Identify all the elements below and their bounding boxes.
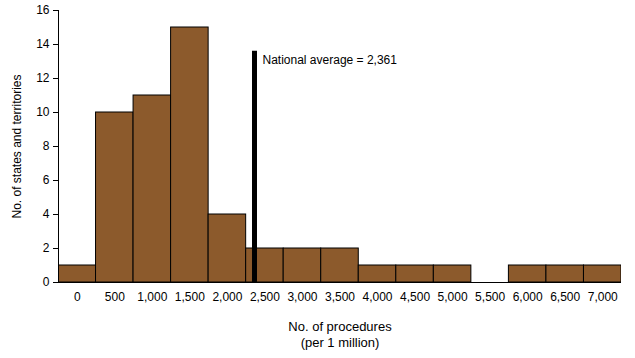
svg-text:6: 6 <box>43 173 50 187</box>
svg-text:3,500: 3,500 <box>325 290 355 304</box>
svg-text:No. of procedures(per 1 millio: No. of procedures(per 1 million) <box>288 318 392 350</box>
svg-text:16: 16 <box>36 3 50 17</box>
svg-text:1,000: 1,000 <box>137 290 167 304</box>
svg-text:8: 8 <box>43 139 50 153</box>
svg-text:5,500: 5,500 <box>475 290 505 304</box>
svg-text:National average = 2,361: National average = 2,361 <box>262 53 397 67</box>
svg-text:No. of states and territories: No. of states and territories <box>10 74 24 218</box>
svg-text:10: 10 <box>36 105 50 119</box>
svg-text:14: 14 <box>36 37 50 51</box>
svg-text:2,000: 2,000 <box>212 290 242 304</box>
svg-text:6,500: 6,500 <box>550 290 580 304</box>
svg-text:4: 4 <box>43 207 50 221</box>
svg-text:12: 12 <box>36 71 50 85</box>
svg-text:5,000: 5,000 <box>438 290 468 304</box>
svg-text:7,000: 7,000 <box>588 290 618 304</box>
svg-text:2,500: 2,500 <box>250 290 280 304</box>
svg-text:4,500: 4,500 <box>400 290 430 304</box>
svg-text:2: 2 <box>43 241 50 255</box>
svg-text:6,000: 6,000 <box>513 290 543 304</box>
svg-text:0: 0 <box>43 275 50 289</box>
svg-text:4,000: 4,000 <box>363 290 393 304</box>
svg-text:1,500: 1,500 <box>175 290 205 304</box>
svg-text:0: 0 <box>74 290 81 304</box>
svg-text:3,000: 3,000 <box>287 290 317 304</box>
svg-text:500: 500 <box>105 290 125 304</box>
